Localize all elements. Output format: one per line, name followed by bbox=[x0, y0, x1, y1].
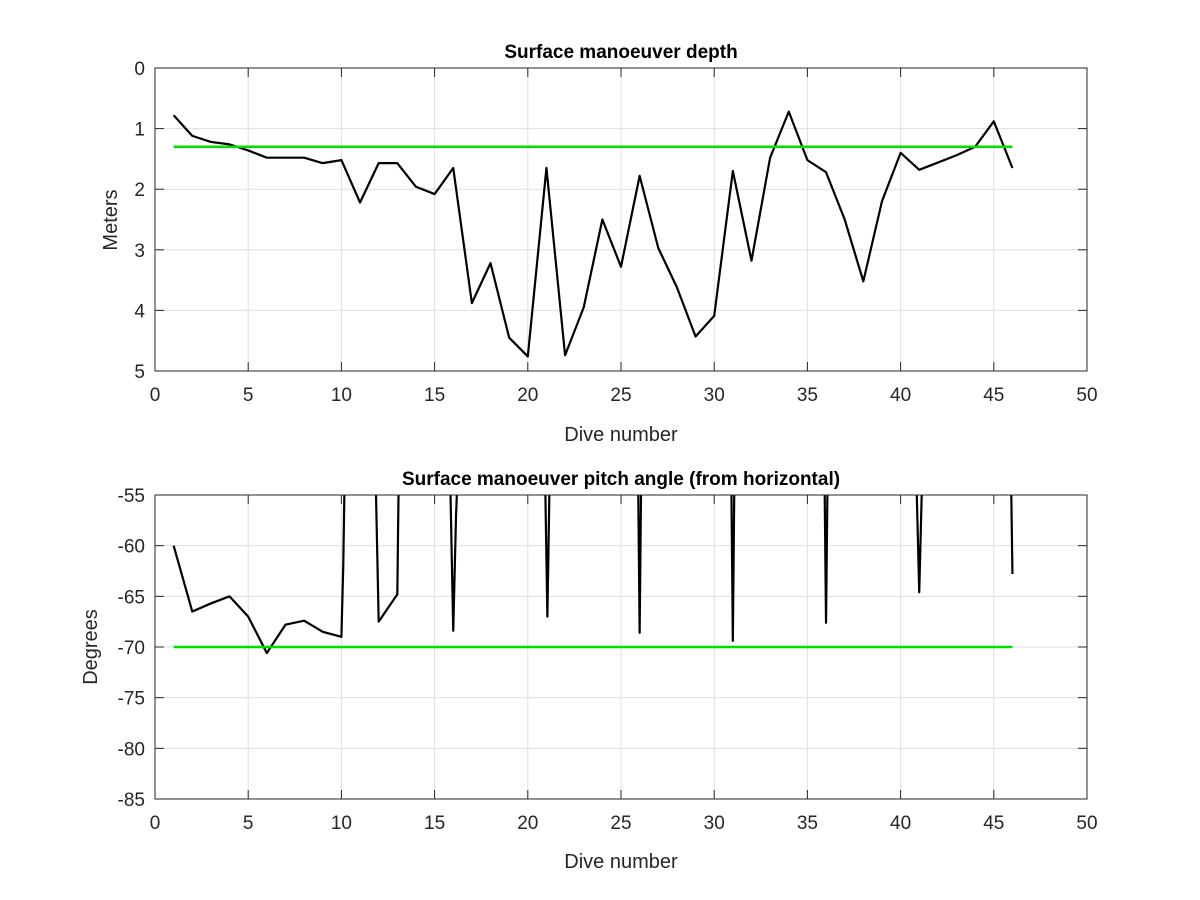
data-line bbox=[172, 495, 1014, 655]
x-tick-label: 30 bbox=[704, 813, 725, 834]
x-tick-label: 20 bbox=[517, 813, 538, 834]
x-tick-label: 40 bbox=[890, 385, 911, 406]
y-axis-label: Meters bbox=[100, 189, 122, 250]
x-axis-label: Dive number bbox=[564, 851, 678, 873]
y-tick-label: -65 bbox=[118, 587, 145, 608]
x-tick-label: 5 bbox=[243, 813, 254, 834]
chart-title: Surface manoeuver depth bbox=[504, 42, 737, 63]
y-tick-label: 1 bbox=[134, 120, 145, 141]
y-tick-label: -75 bbox=[118, 689, 145, 710]
x-tick-label: 40 bbox=[890, 813, 911, 834]
x-tick-labels: 0 5 10 15 20 25 30 35 40 45 50 bbox=[150, 495, 1098, 834]
y-tick-label: 0 bbox=[134, 59, 145, 80]
x-tick-label: 35 bbox=[797, 385, 818, 406]
x-axis-label: Dive number bbox=[564, 424, 678, 446]
y-tick-label: -80 bbox=[118, 739, 145, 760]
y-tick-label: -70 bbox=[118, 638, 145, 659]
x-tick-label: 0 bbox=[150, 385, 161, 406]
grid-lines bbox=[155, 68, 1087, 371]
x-tick-label: 20 bbox=[517, 385, 538, 406]
x-tick-label: 45 bbox=[983, 813, 1004, 834]
series-group bbox=[172, 495, 1014, 655]
data-line bbox=[172, 110, 1014, 358]
y-tick-labels: -55 -60 -65 -70 -75 -80 -85 bbox=[118, 486, 1087, 811]
y-tick-label: -85 bbox=[118, 790, 145, 811]
x-tick-label: 50 bbox=[1076, 385, 1097, 406]
x-tick-labels: 0 5 10 15 20 25 30 35 40 45 50 bbox=[150, 68, 1098, 406]
x-tick-label: 10 bbox=[331, 813, 352, 834]
y-tick-label: 5 bbox=[134, 362, 145, 383]
y-tick-label: 4 bbox=[134, 301, 145, 322]
y-axis-label: Degrees bbox=[80, 609, 102, 685]
x-tick-label: 0 bbox=[150, 813, 161, 834]
x-tick-label: 45 bbox=[983, 385, 1004, 406]
x-tick-label: 15 bbox=[424, 385, 445, 406]
y-tick-label: 2 bbox=[134, 180, 145, 201]
series-group bbox=[172, 110, 1014, 358]
x-tick-label: 10 bbox=[331, 385, 352, 406]
x-tick-label: 15 bbox=[424, 813, 445, 834]
y-tick-labels: 0 1 2 3 4 5 bbox=[134, 59, 1087, 383]
x-tick-label: 25 bbox=[610, 385, 631, 406]
x-tick-label: 50 bbox=[1076, 813, 1097, 834]
x-tick-label: 35 bbox=[797, 813, 818, 834]
y-tick-label: -60 bbox=[118, 537, 145, 558]
x-tick-label: 5 bbox=[243, 385, 254, 406]
y-tick-label: -55 bbox=[118, 486, 145, 507]
y-tick-label: 3 bbox=[134, 241, 145, 262]
x-tick-label: 30 bbox=[704, 385, 725, 406]
x-tick-label: 25 bbox=[610, 813, 631, 834]
pitch-angle-chart: 0 5 10 15 20 25 30 35 40 45 50 -55-60-65-70-75-80-… bbox=[80, 469, 1098, 873]
chart-title: Surface manoeuver pitch angle (from hori… bbox=[402, 469, 840, 490]
